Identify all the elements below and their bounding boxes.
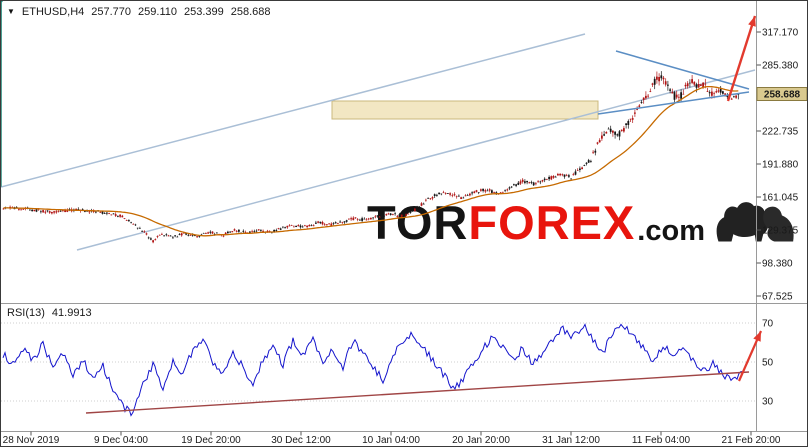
watermark-com: .com	[637, 215, 705, 248]
price-tick-label: 222.735	[762, 127, 799, 138]
bull-bear-logo-icon	[716, 202, 794, 242]
ma-slow-line[interactable]	[1, 1, 3, 187]
time-tick-label: 9 Dec 04:00	[94, 435, 148, 446]
rsi-value: 41.9913	[51, 307, 92, 319]
rsi-level-label: 70	[762, 319, 774, 330]
symbol-info: ▼ ETHUSD,H4 257.770 259.110 253.399 258.…	[7, 6, 271, 18]
price-close: 258.688	[230, 6, 271, 18]
current-price-badge	[756, 87, 807, 101]
channel-line-upper[interactable]	[1, 33, 586, 188]
watermark-tor: TOR	[367, 196, 469, 250]
price-open: 257.770	[91, 6, 132, 18]
watermark: TOR FOREX .com	[367, 193, 796, 249]
price-tick-label: 191.880	[762, 160, 799, 171]
price-tick-label: 317.170	[762, 28, 799, 39]
time-tick-label: 21 Feb 20:00	[722, 435, 781, 446]
time-tick-label: 19 Dec 20:00	[181, 435, 241, 446]
time-tick-label: 31 Jan 12:00	[542, 435, 600, 446]
price-tick-label: 129.375	[762, 226, 799, 237]
price-high: 259.110	[138, 6, 177, 18]
rsi-arrow-head	[753, 331, 761, 342]
price-tick-label: 161.045	[762, 193, 799, 204]
price-tick-label: 285.380	[762, 61, 799, 72]
price-low: 253.399	[183, 6, 224, 18]
rsi-level-label: 50	[762, 358, 774, 369]
rsi-level-label: 30	[762, 397, 774, 408]
dropdown-triangle-icon[interactable]: ▼	[7, 7, 15, 16]
watermark-forex: FOREX	[468, 196, 636, 250]
support-zone[interactable]	[331, 100, 599, 120]
time-tick-label: 30 Dec 12:00	[271, 435, 331, 446]
pennant-line-lower[interactable]	[597, 91, 750, 115]
symbol-timeframe: ETHUSD,H4	[21, 6, 85, 18]
time-tick-label: 10 Jan 04:00	[362, 435, 420, 446]
channel-line-lower[interactable]	[76, 69, 756, 251]
rsi-indicator-label: RSI(13) 41.9913	[7, 307, 92, 319]
rsi-line	[2, 323, 744, 417]
rsi-trendline[interactable]	[85, 371, 750, 414]
time-tick-label: 20 Jan 20:00	[452, 435, 510, 446]
current-price-label: 258.688	[764, 90, 801, 101]
pennant-line-upper[interactable]	[615, 50, 750, 90]
projection-arrow-head	[748, 16, 756, 27]
price-tick-label: 98.380	[762, 259, 793, 270]
time-tick-label: 11 Feb 04:00	[632, 435, 691, 446]
ma-fast-line[interactable]	[3, 85, 739, 237]
projection-arrow[interactable]	[726, 15, 757, 102]
rsi-name: RSI(13)	[7, 307, 45, 319]
time-tick-label: 28 Nov 2019	[3, 435, 60, 446]
price-tick-label: 67.525	[762, 292, 793, 303]
